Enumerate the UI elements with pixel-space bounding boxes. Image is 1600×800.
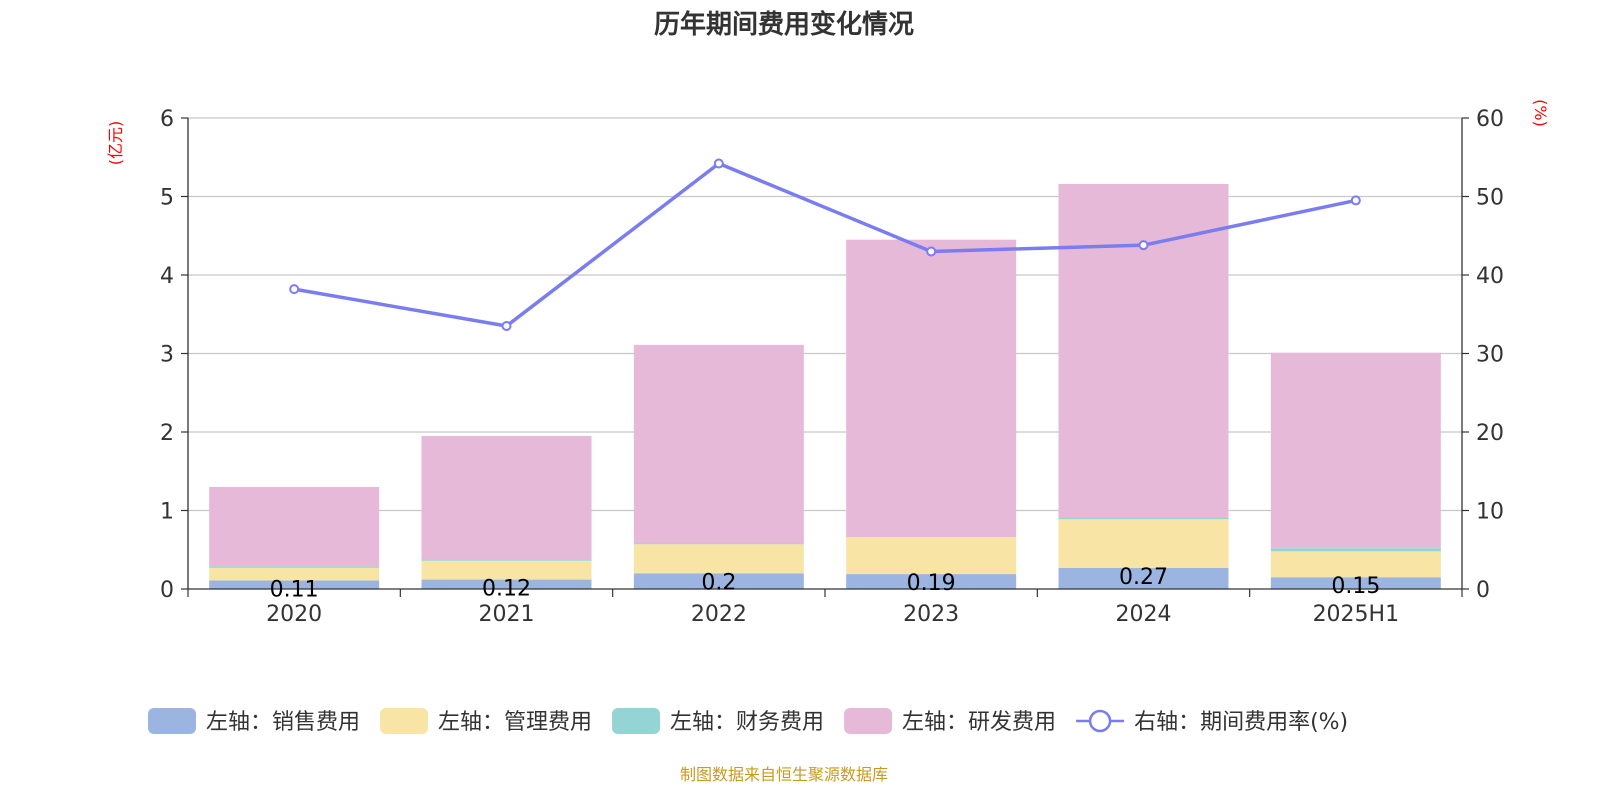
bar-data-label: 0.2 [701,570,736,595]
right-axis-tick-label: 30 [1476,343,1504,368]
bar-segment [1058,519,1229,568]
data-labels: 0.11 0.12 0.2 0.19 0.27 0.15 [270,565,1381,603]
right-axis-tick-label: 0 [1476,578,1490,603]
x-axis-tick-label: 2021 [479,602,535,627]
bar-segment [1058,567,1229,589]
right-axis-tick-label: 50 [1476,186,1504,211]
bar-segment [1270,551,1441,578]
bar-segment [209,567,380,581]
bar-segment [1270,577,1441,589]
right-axis-tick-label: 60 [1476,107,1504,132]
bar-segment [209,486,380,567]
source-note: 制图数据来自恒生聚源数据库 [680,765,888,784]
bar-data-label: 0.12 [482,577,531,602]
legend-marker [1088,709,1112,733]
x-axis-tick-label: 2023 [903,602,959,627]
bar-segment [1058,183,1229,518]
legend-label: 左轴：管理费用 [438,710,592,735]
bar-data-label: 0.15 [1331,574,1380,599]
bar-segment [846,574,1017,589]
left-axis-tick-label: 5 [160,186,174,211]
left-axis-unit: (亿元) [106,121,125,166]
legend-item[interactable]: 左轴：管理费用 [380,708,592,735]
right-axis-tick-label: 20 [1476,421,1504,446]
rate-line-point [289,284,300,295]
right-axis-unit: (%) [1531,99,1550,127]
rate-line-point [501,321,512,332]
legend-swatch [148,708,196,734]
rate-line-point [1138,240,1149,251]
left-axis-tick-label: 0 [160,578,174,603]
bar-segment [633,544,804,574]
x-axis-tick-label: 2022 [691,602,747,627]
bar-segment [421,579,592,589]
legend-label: 右轴：期间费用率(%) [1134,710,1348,735]
left-axis-tick-label: 3 [160,343,174,368]
bar-segment [209,566,380,568]
legend-label: 左轴：研发费用 [902,710,1056,735]
legend-item[interactable]: 右轴：期间费用率(%) [1076,709,1348,735]
rate-line-point [926,246,937,257]
x-axis-tick-label: 2024 [1116,602,1172,627]
rate-line-series [289,158,1361,332]
x-axis-tick-label: 2020 [266,602,322,627]
right-axis-tick-label: 40 [1476,264,1504,289]
legend-label: 左轴：销售费用 [206,710,360,735]
bar-segment [1058,517,1229,520]
left-axis-tick-label: 2 [160,421,174,446]
bar-segment [209,580,380,589]
bar-segment [846,537,1017,575]
bar-segment [421,559,592,561]
gridlines [188,117,1462,512]
bar-data-label: 0.11 [270,577,319,602]
bar-data-label: 0.19 [907,571,956,596]
bar-segment [633,344,804,544]
left-axis-tick-label: 4 [160,264,174,289]
legend-item[interactable]: 左轴：财务费用 [612,708,824,735]
bar-series [209,183,1441,589]
bar-segment [421,435,592,560]
bar-segment [633,543,804,545]
legend-swatch [844,708,893,734]
rate-line [293,161,1357,328]
legend-item[interactable]: 左轴：销售费用 [148,708,360,735]
legend-swatch [612,708,661,734]
legend-label: 左轴：财务费用 [670,710,824,735]
bar-segment [633,573,804,589]
legend[interactable]: 左轴：销售费用 左轴：管理费用 左轴：财务费用 左轴：研发费用 右轴：期间费用率(%) [148,708,1348,735]
left-axis-tick-label: 6 [160,107,174,132]
rate-line-point [1350,195,1361,206]
x-axis-tick-label: 2025H1 [1313,602,1400,627]
bar-segment [846,239,1017,538]
right-axis-tick-label: 10 [1476,500,1504,525]
bar-segment [421,560,592,580]
left-axis-tick-label: 1 [160,500,174,525]
legend-swatch [380,708,429,734]
bar-data-label: 0.27 [1119,565,1168,590]
chart-title: 历年期间费用变化情况 [654,9,914,40]
legend-item[interactable]: 左轴：研发费用 [844,708,1056,735]
rate-line-point [713,158,724,169]
bar-segment [1270,352,1441,549]
bar-segment [1270,548,1441,552]
